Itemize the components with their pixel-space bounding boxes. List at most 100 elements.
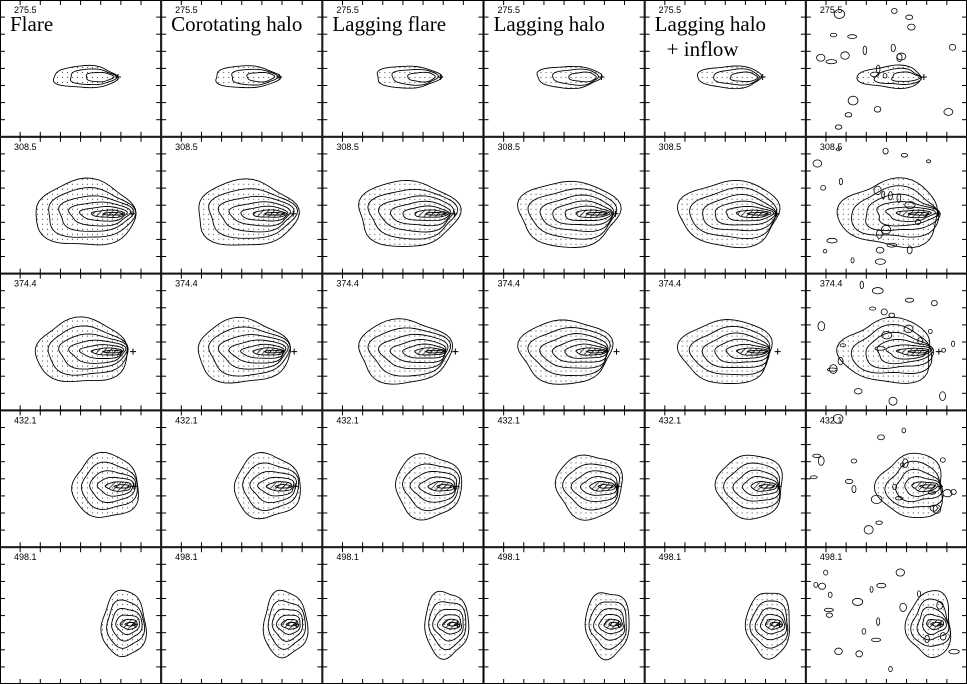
contour [35,177,137,246]
contour [428,601,467,651]
velocity-label: 498.1 [498,552,521,562]
noise-contour [881,225,892,235]
contour [242,462,300,511]
contour [701,332,771,369]
panel: 374.4 [161,273,323,411]
contour [249,470,297,504]
velocity-label: 374.4 [820,279,843,289]
contour [274,484,292,489]
center-marker [936,483,943,490]
noise-contour [931,299,938,307]
contour [586,349,607,354]
center-marker [934,210,941,217]
contour [865,331,934,369]
noise-contour [904,201,916,209]
contour [102,349,122,354]
contour [115,614,140,635]
contour [409,470,458,503]
contour [865,193,941,232]
noise-contour [876,617,881,626]
contour [552,68,599,86]
contour [749,600,789,649]
center-marker [920,74,927,80]
noise-contour [926,159,932,164]
noise-contour [939,391,947,401]
contour [714,338,771,364]
contour [930,622,942,627]
noise-contour [812,453,821,458]
contour [358,179,462,247]
noise-contour [901,427,907,434]
noise-contour [812,159,823,168]
center-marker [775,483,782,490]
contour [527,188,618,240]
contour [918,484,937,489]
contour [714,454,783,520]
contour [725,205,775,222]
contour [876,339,934,365]
contour [102,211,124,216]
column-title: Corotating halo [171,12,302,36]
contour [856,64,922,89]
panel: 432.1 [644,410,806,548]
contour [418,476,455,496]
noise-contour [862,45,868,55]
contour [697,65,763,90]
contour [124,622,136,627]
center-marker [291,348,298,355]
velocity-label: 432.1 [498,415,521,425]
center-marker [276,74,283,80]
contour [760,613,786,635]
noise-contour [939,632,947,641]
center-marker [290,210,297,217]
noise-contour [951,340,956,347]
noise-contour [948,649,960,655]
panel: 432.1 [161,410,323,548]
panel: 308.5 [805,136,967,274]
contour [723,462,781,510]
center-marker [293,621,300,628]
contour [907,349,928,354]
noise-contour [877,434,885,441]
noise-contour [896,52,907,61]
contour [231,68,279,86]
contour [246,71,276,83]
contour [71,451,139,518]
center-marker [454,621,461,628]
noise-contour [924,634,930,644]
contour [402,205,451,222]
noise-contour [891,7,898,14]
noise-contour [863,525,874,535]
panel: 432.1 [322,410,484,548]
noise-contour [816,53,826,62]
noise-contour [834,124,843,130]
noise-contour [839,343,847,348]
center-marker [292,483,299,490]
noise-contour [825,612,833,618]
center-marker [131,483,137,490]
velocity-label: 498.1 [820,552,843,562]
panel: 308.5 [161,136,323,274]
panel: 374.4 [644,273,806,411]
noise-contour [817,456,825,466]
noise-contour [928,490,937,495]
contour [85,71,115,83]
noise-contour [917,337,923,345]
noise-contour [904,297,915,303]
contour [402,463,460,512]
velocity-label: 308.5 [659,142,682,152]
contour [378,195,455,233]
velocity-label: 374.4 [14,279,37,289]
noise-contour [914,219,921,225]
column-title: Lagging halo [494,12,605,36]
velocity-label: 374.4 [336,279,359,289]
panel: 498.1 [483,547,645,684]
noise-contour [874,258,886,265]
contour [714,200,776,226]
panel: 308.5 [322,136,484,274]
contour [80,461,138,511]
contour [895,468,943,503]
noise-contour [876,229,883,239]
